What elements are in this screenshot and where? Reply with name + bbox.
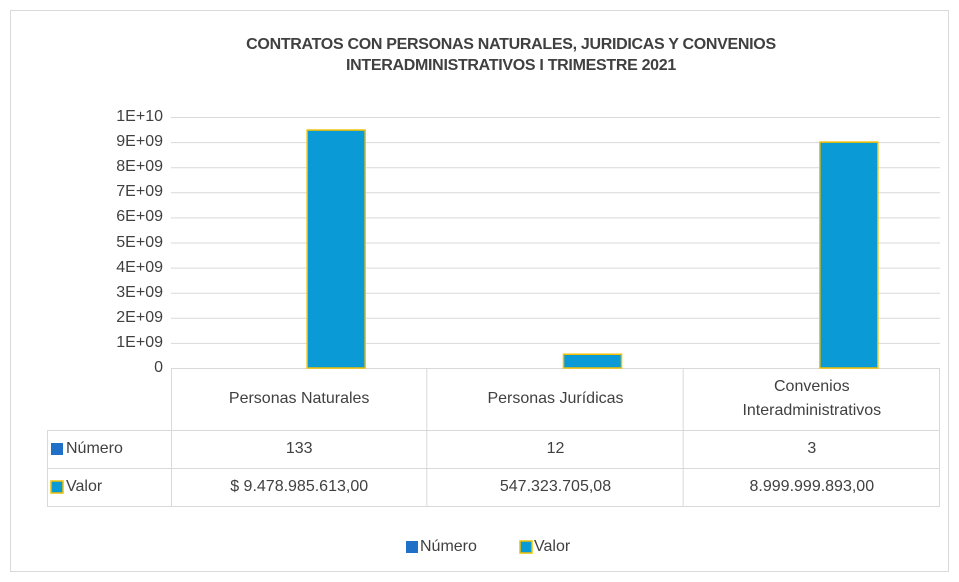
y-tick-label: 6E+09 xyxy=(116,208,163,226)
table-legend-key xyxy=(50,480,64,494)
bar xyxy=(562,353,623,369)
y-tick-label: 1E+10 xyxy=(116,108,163,125)
legend-key xyxy=(406,541,418,553)
chart-border xyxy=(10,10,949,572)
y-tick-label: 1E+09 xyxy=(116,333,163,351)
category-label: Personas Jurídicas xyxy=(487,390,624,407)
bar xyxy=(306,129,366,369)
table-value: 133 xyxy=(285,440,313,457)
category-label: Convenios Interadministrativos xyxy=(742,378,882,419)
chart-title: CONTRATOS CON PERSONAS NATURALES, JURIDI… xyxy=(246,36,776,74)
y-tick-label: 8E+09 xyxy=(116,158,163,176)
y-tick-label: 5E+09 xyxy=(116,233,163,251)
table-value: 3 xyxy=(807,440,817,457)
table-value: 8.999.999.893,00 xyxy=(749,478,875,495)
table-value: 12 xyxy=(546,440,565,457)
bar xyxy=(819,141,879,369)
legend-key xyxy=(519,540,533,554)
table-legend-key xyxy=(51,443,63,455)
legend-label: Número xyxy=(420,538,477,555)
y-tick-label: 3E+09 xyxy=(116,283,163,301)
table-value: 547.323.705,08 xyxy=(499,478,612,495)
category-label: Personas Naturales xyxy=(228,390,370,407)
table-series-label: Número xyxy=(66,440,123,457)
y-tick-label: 4E+09 xyxy=(116,258,163,276)
y-tick-label: 2E+09 xyxy=(116,308,163,326)
y-tick-label: 0 xyxy=(154,359,163,376)
table-value: $ 9.478.985.613,00 xyxy=(230,478,369,495)
table-series-label: Valor xyxy=(66,478,103,495)
legend-label: Valor xyxy=(534,538,571,555)
y-tick-label: 7E+09 xyxy=(116,183,163,201)
y-tick-label: 9E+09 xyxy=(116,133,163,151)
